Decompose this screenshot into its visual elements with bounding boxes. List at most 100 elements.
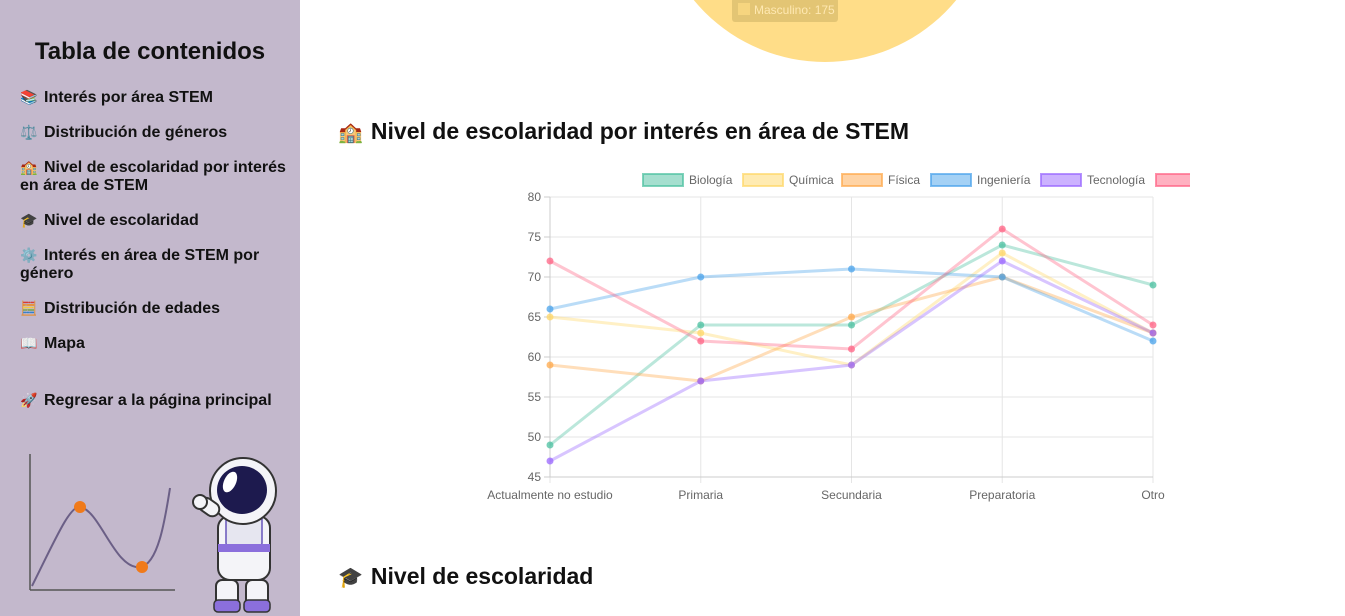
gender-pie-chart: Masculino: 175 (670, 0, 990, 62)
y-tick-label: 50 (528, 430, 542, 444)
graph-point-min (136, 561, 148, 573)
data-point[interactable] (697, 273, 705, 281)
data-point[interactable] (697, 329, 705, 337)
toc-item-escolaridad[interactable]: 🎓 Nivel de escolaridad (20, 211, 290, 230)
data-point[interactable] (998, 257, 1006, 265)
legend-item[interactable]: Tecnología (1040, 173, 1145, 187)
y-tick-label: 70 (528, 270, 542, 284)
series-Biología (546, 241, 1157, 449)
toc-item-genero[interactable]: ⚙️ Interés en área de STEM por género (20, 246, 290, 283)
series-Tecnología (546, 257, 1157, 465)
toc-title: Tabla de contenidos (34, 38, 266, 65)
toc-item-generos[interactable]: ⚖️ Distribución de géneros (20, 123, 290, 142)
data-point[interactable] (546, 457, 554, 465)
y-tick-label: 45 (528, 470, 542, 484)
toc-item-label: Nivel de escolaridad por interés en área… (20, 159, 286, 194)
x-tick-label: Preparatoria (969, 488, 1035, 502)
data-point[interactable] (546, 257, 554, 265)
toc-item-label: Distribución de edades (44, 300, 221, 317)
data-point[interactable] (1149, 321, 1157, 329)
data-point[interactable] (848, 313, 855, 321)
graph-curve (31, 487, 171, 587)
toc-item-label: Distribución de géneros (44, 124, 228, 141)
x-tick-label: Primaria (678, 488, 723, 502)
series-Ingeniería (546, 265, 1157, 345)
toc-item-label: Interés en área de STEM por género (20, 247, 260, 282)
legend-label: Física (888, 173, 920, 187)
legend-item[interactable]: Biología (642, 173, 733, 187)
data-point[interactable] (697, 321, 705, 329)
scale-icon: ⚖️ (20, 124, 38, 140)
data-point[interactable] (697, 337, 705, 345)
series-Matemáticas (546, 225, 1157, 353)
legend-item[interactable]: Química (742, 173, 834, 187)
main-content: Masculino: 175 🏫 Nivel de escolaridad por… (300, 0, 1345, 616)
sidebar: Tabla de contenidos 📚 Interés por área ST… (0, 0, 300, 616)
legend-item[interactable]: Ingeniería (930, 173, 1031, 187)
astronaut-icon (192, 457, 277, 613)
gear-icon: ⚙️ (20, 247, 38, 263)
data-point[interactable] (848, 321, 855, 329)
back-label: Regresar a la página principal (44, 392, 272, 409)
legend-swatch (1040, 173, 1082, 187)
section-title-text: Nivel de escolaridad por interés en área… (370, 118, 910, 144)
data-point[interactable] (998, 273, 1006, 281)
data-point[interactable] (546, 441, 554, 449)
toc-item-edades[interactable]: 🧮 Distribución de edades (20, 299, 290, 318)
section-title-text: Nivel de escolaridad (370, 563, 594, 589)
line-chart: Biología Química Física Ingeniería Tecnologí… (487, 173, 1190, 502)
chart-y-axis: 45 50 55 60 65 70 75 80 (528, 190, 550, 484)
legend-swatch (1155, 173, 1190, 187)
y-tick-label: 55 (528, 390, 542, 404)
pie-tooltip-text: Masculino: 175 (754, 3, 835, 17)
data-point[interactable] (546, 313, 554, 321)
legend-swatch (642, 173, 684, 187)
abacus-icon: 🧮 (20, 300, 38, 316)
x-tick-label: Otro (1141, 488, 1165, 502)
data-point[interactable] (998, 225, 1006, 233)
legend-item[interactable]: Matemáticas (1155, 173, 1190, 187)
graduation-cap-icon: 🎓 (20, 212, 38, 228)
x-tick-label: Secundaria (821, 488, 882, 502)
data-point[interactable] (546, 361, 554, 369)
data-point[interactable] (1149, 337, 1157, 345)
rocket-icon: 🚀 (20, 392, 38, 408)
data-point[interactable] (848, 361, 855, 369)
back-to-home-link[interactable]: 🚀 Regresar a la página principal (20, 392, 272, 410)
toc-item-label: Interés por área STEM (44, 89, 213, 106)
legend-label: Ingeniería (977, 173, 1031, 187)
data-point[interactable] (1149, 329, 1157, 337)
toc-list: 📚 Interés por área STEM ⚖️ Distribución de… (20, 88, 290, 369)
graduation-cap-icon: 🎓 (338, 567, 363, 589)
toc-item-label: Nivel de escolaridad (44, 212, 199, 229)
section-title-escolaridad: 🎓 Nivel de escolaridad (338, 563, 593, 590)
x-tick-label: Actualmente no estudio (487, 488, 613, 502)
data-point[interactable] (848, 345, 855, 353)
astronaut-illustration (29, 454, 277, 613)
y-tick-label: 65 (528, 310, 542, 324)
data-point[interactable] (998, 249, 1006, 257)
data-point[interactable] (848, 265, 855, 273)
chart-legend: Biología Química Física Ingeniería Tecnologí… (642, 173, 1190, 187)
data-point[interactable] (998, 241, 1006, 249)
data-point[interactable] (697, 377, 705, 385)
legend-label: Biología (689, 173, 733, 187)
school-icon: 🏫 (338, 122, 363, 144)
legend-label: Química (789, 173, 834, 187)
data-point[interactable] (546, 305, 554, 313)
books-icon: 📚 (20, 89, 38, 105)
data-point[interactable] (1149, 281, 1157, 289)
chart-x-axis: Actualmente no estudio Primaria Secundaria… (487, 488, 1165, 502)
toc-item-escolaridad-stem[interactable]: 🏫 Nivel de escolaridad por interés en áre… (20, 158, 290, 195)
legend-item[interactable]: Física (841, 173, 920, 187)
pie-slice[interactable] (670, 0, 990, 62)
y-tick-label: 75 (528, 230, 542, 244)
pie-tooltip: Masculino: 175 (732, 0, 838, 22)
toc-item-mapa[interactable]: 📖 Mapa (20, 334, 290, 353)
legend-swatch (930, 173, 972, 187)
toc-item-interes-stem[interactable]: 📚 Interés por área STEM (20, 88, 290, 107)
legend-swatch (742, 173, 784, 187)
y-tick-label: 60 (528, 350, 542, 364)
school-icon: 🏫 (20, 159, 38, 175)
graph-point-max (74, 501, 86, 513)
